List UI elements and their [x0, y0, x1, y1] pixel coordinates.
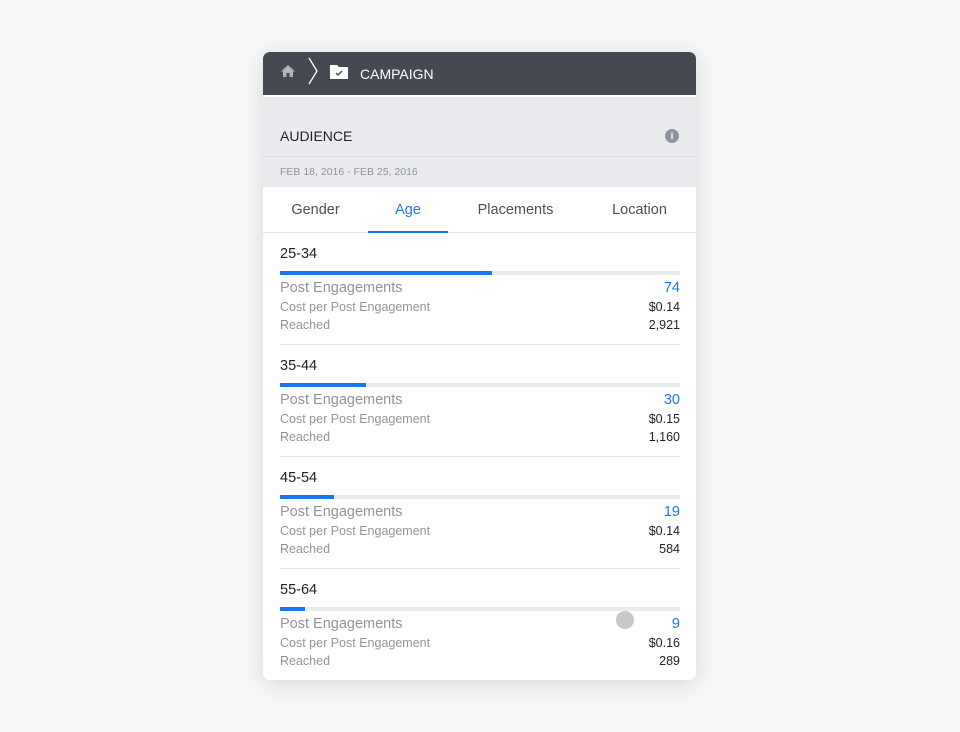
engagements-value: 19	[663, 504, 680, 520]
progress-fill	[280, 607, 305, 611]
cost-label: Cost per Post Engagement	[280, 636, 431, 650]
progress-fill	[280, 383, 366, 387]
reached-value: 289	[659, 654, 680, 668]
campaign-folder-icon	[330, 64, 348, 84]
cost-label: Cost per Post Engagement	[280, 524, 431, 538]
progress-bar	[280, 383, 680, 387]
age-label: 45-54	[280, 470, 318, 486]
age-row: 25-34 Post Engagements 74 Cost per Post E…	[280, 233, 680, 345]
engagements-label: Post Engagements	[280, 504, 403, 520]
age-row: 45-54 Post Engagements 19 Cost per Post E…	[280, 457, 680, 569]
age-row: 55-64 Post Engagements 9 Cost per Post En…	[280, 569, 680, 680]
engagements-value: 9	[671, 616, 680, 632]
engagements-value: 30	[663, 392, 680, 408]
reached-label: Reached	[280, 318, 331, 332]
chevron-right-icon	[308, 57, 318, 90]
reached-label: Reached	[280, 542, 331, 556]
tab-age[interactable]: Age	[368, 187, 448, 233]
age-label: 55-64	[280, 582, 318, 598]
engagements-label: Post Engagements	[280, 392, 403, 408]
cost-value: $0.14	[648, 524, 680, 538]
home-icon[interactable]	[280, 64, 296, 83]
engagements-value: 74	[663, 280, 680, 296]
reached-label: Reached	[280, 654, 331, 668]
cost-label: Cost per Post Engagement	[280, 300, 431, 314]
campaign-title[interactable]: CAMPAIGN	[360, 65, 434, 82]
age-label: 25-34	[280, 246, 318, 262]
cost-value: $0.16	[648, 636, 680, 650]
info-icon[interactable]: i	[665, 128, 679, 143]
age-label: 35-44	[280, 358, 318, 374]
reached-label: Reached	[280, 430, 331, 444]
reached-value: 584	[659, 542, 680, 556]
age-row: 35-44 Post Engagements 30 Cost per Post E…	[280, 345, 680, 457]
tab-placements[interactable]: Placements	[477, 201, 554, 218]
section-title: AUDIENCE	[280, 127, 353, 144]
reached-value: 1,160	[648, 430, 680, 444]
progress-bar	[280, 495, 680, 499]
touch-indicator	[616, 611, 634, 629]
reached-value: 2,921	[648, 318, 680, 332]
progress-fill	[280, 271, 492, 275]
engagements-label: Post Engagements	[280, 616, 403, 632]
breadcrumb: CAMPAIGN	[263, 52, 696, 97]
tab-bar: Gender Age Placements Location	[263, 187, 696, 233]
progress-bar	[280, 271, 680, 275]
engagements-label: Post Engagements	[280, 280, 403, 296]
cost-label: Cost per Post Engagement	[280, 412, 431, 426]
date-range: FEB 18, 2016 - FEB 25, 2016	[263, 157, 696, 187]
audience-card: CAMPAIGN AUDIENCE i FEB 18, 2016 - FEB 2…	[263, 52, 696, 680]
tab-gender[interactable]: Gender	[291, 201, 340, 218]
progress-bar	[280, 607, 680, 611]
cost-value: $0.15	[648, 412, 680, 426]
cost-value: $0.14	[648, 300, 680, 314]
tab-location[interactable]: Location	[612, 201, 667, 218]
progress-fill	[280, 495, 334, 499]
